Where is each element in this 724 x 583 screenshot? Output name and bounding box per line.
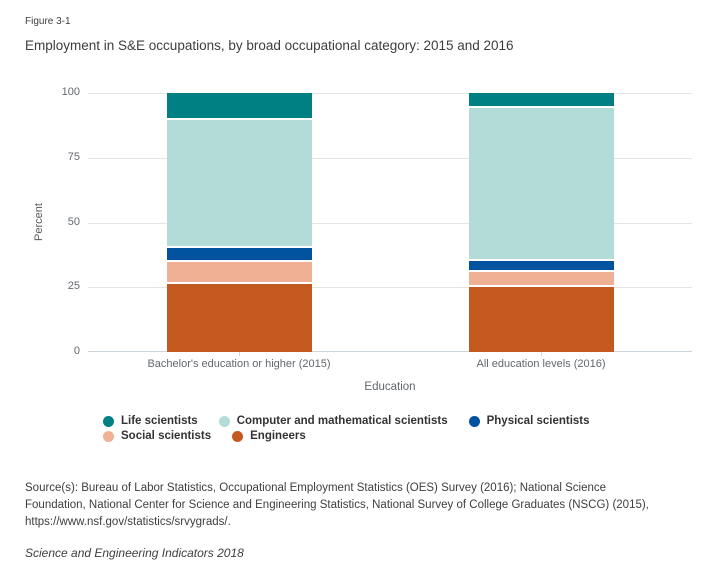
bar-segment-physical-scientists[interactable] [468,258,614,271]
y-tick-label: 0 [73,345,80,357]
y-tick-label: 25 [67,280,80,293]
y-tick-label: 100 [61,86,80,98]
legend-label: Physical scientists [486,415,590,427]
bar-segment-life-scientists[interactable] [166,93,312,118]
x-tick-mark [239,352,240,356]
stacked-bar-1 [166,93,312,352]
legend-row: Social scientists Engineers [103,430,611,442]
source-line: Source(s): Bureau of Labor Statistics, O… [25,482,607,494]
plot-area [88,93,692,352]
bar-segment-computer-and-mathematical-scientists[interactable] [468,105,614,259]
bar-segment-life-scientists[interactable] [468,93,614,106]
x-tick-mark [541,352,542,356]
gridline [88,287,692,288]
legend-label: Social scientists [121,430,212,442]
legend-swatch-physical-scientists [468,415,480,427]
gridline [88,223,692,224]
source-line: Foundation, National Center for Science … [25,499,649,511]
stacked-bar-2 [468,93,614,352]
legend: Life scientists Computer and mathematical… [103,415,611,445]
legend-label: Computer and mathematical scientists [236,415,448,427]
y-tick-label: 75 [67,150,80,163]
bar-segment-physical-scientists[interactable] [166,245,312,261]
legend-row: Life scientists Computer and mathematical… [103,415,611,427]
figure-number: Figure 3-1 [25,16,71,27]
y-tick-label: 50 [67,215,80,228]
x-category-label: All education levels (2016) [476,358,606,370]
legend-item-social-scientists[interactable]: Social scientists [103,430,211,442]
legend-label: Engineers [250,430,306,442]
gridline [88,158,692,159]
edition-note: Science and Engineering Indicators 2018 [25,546,244,560]
legend-item-engineers[interactable]: Engineers [232,430,306,442]
chart-title: Employment in S&E occupations, by broad … [25,38,514,53]
legend-swatch-social-scientists [103,430,114,442]
gridline [88,93,692,94]
x-category-label: Bachelor's education or higher (2015) [147,358,331,370]
legend-swatch-life-scientists [103,415,114,427]
x-axis-line [88,351,692,352]
legend-item-life-scientists[interactable]: Life scientists [103,415,198,427]
bar-segment-computer-and-mathematical-scientists[interactable] [166,117,312,246]
legend-swatch-engineers [232,430,244,442]
bar-segment-social-scientists[interactable] [166,260,312,283]
x-axis-title: Education [364,381,416,393]
bar-segment-social-scientists[interactable] [468,270,614,285]
legend-swatch-computer-and-mathematical-scientists [218,415,230,427]
source-line: https://www.nsf.gov/statistics/srvygrads… [25,516,231,528]
bar-segment-engineers[interactable] [166,282,312,352]
legend-item-physical-scientists[interactable]: Physical scientists [468,415,590,427]
legend-label: Life scientists [121,415,198,427]
legend-item-computer-and-mathematical-scientists[interactable]: Computer and mathematical scientists [218,415,448,427]
source-note: Source(s): Bureau of Labor Statistics, O… [25,480,649,531]
bar-segment-engineers[interactable] [468,284,614,352]
